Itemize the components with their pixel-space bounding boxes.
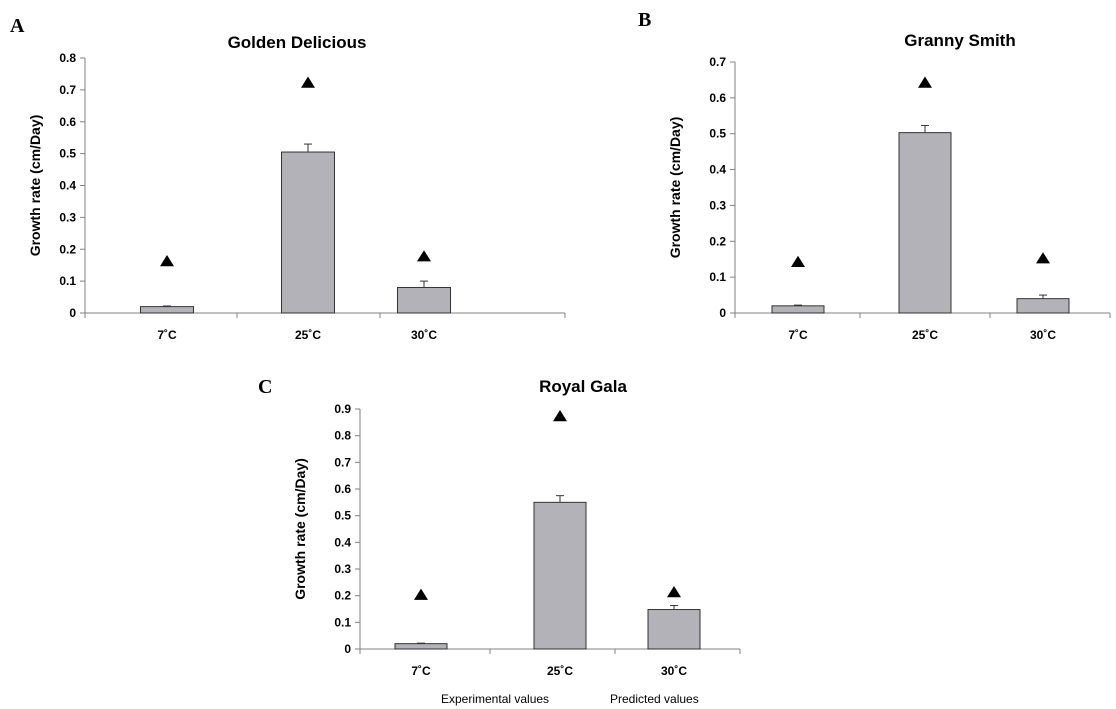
y-tick-label: 0.1 (334, 615, 351, 629)
panel-letter: B (638, 9, 651, 31)
bar-experimental (647, 609, 701, 650)
y-tick-label: 0.6 (59, 115, 76, 129)
chart-panel-c: C Royal Gala Growth rate (cm/Day) 0 0.1 0.2 0.… (258, 376, 741, 678)
x-tick-label: 7˚C (157, 328, 177, 342)
chart-panel-a: A Golden Delicious Growth rate (cm/Day) 0 0.… (10, 15, 566, 342)
y-tick-label: 0.4 (709, 163, 726, 177)
marker-predicted (301, 76, 315, 88)
y-tick-label: 0.1 (709, 270, 726, 284)
bar-experimental (394, 643, 448, 650)
x-tick-label: 30˚C (411, 328, 437, 342)
bar-experimental (140, 306, 194, 314)
x-tick-label: 30˚C (661, 664, 687, 678)
y-tick-label: 0.3 (59, 210, 76, 224)
y-tick-label: 0.6 (709, 91, 726, 105)
bar-experimental (533, 501, 587, 650)
chart-panel-b: B Granny Smith Growth rate (cm/Day) 0 0.1 0.2… (638, 9, 1111, 342)
y-tick-label: 0.3 (334, 562, 351, 576)
y-tick-label: 0.5 (59, 147, 76, 161)
y-tick-label: 0.1 (59, 274, 76, 288)
bar-experimental (1016, 298, 1070, 314)
y-tick-label: 0.6 (334, 482, 351, 496)
legend-item-predicted: Predicted values (610, 692, 699, 706)
y-axis-label: Growth rate (cm/Day) (292, 458, 308, 600)
bar-experimental (281, 151, 335, 314)
y-tick-label: 0.7 (59, 83, 76, 97)
marker-predicted (553, 410, 567, 422)
chart-title: Golden Delicious (228, 33, 367, 52)
x-tick-label: 7˚C (788, 328, 808, 342)
y-tick-label: 0.2 (709, 234, 726, 248)
y-tick-label: 0.9 (334, 402, 351, 416)
marker-predicted (1036, 252, 1050, 264)
y-tick-label: 0.8 (334, 429, 351, 443)
y-tick-label: 0.5 (709, 127, 726, 141)
marker-predicted (667, 586, 681, 598)
y-tick-label: 0.5 (334, 509, 351, 523)
y-tick-label: 0.4 (334, 535, 351, 549)
x-tick-label: 7˚C (411, 664, 431, 678)
marker-predicted (791, 255, 805, 267)
y-tick-label: 0.2 (59, 242, 76, 256)
chart-title: Royal Gala (539, 377, 627, 396)
y-tick-label: 0 (719, 306, 726, 320)
legend: Experimental values Predicted values (441, 692, 699, 706)
y-tick-label: 0.2 (334, 589, 351, 603)
y-tick-label: 0.7 (709, 55, 726, 69)
marker-predicted (414, 588, 428, 600)
chart-title: Granny Smith (904, 31, 1015, 50)
panel-letter: A (10, 15, 25, 37)
bar-experimental (898, 132, 952, 314)
y-tick-label: 0.4 (59, 179, 76, 193)
y-axis-label: Growth rate (cm/Day) (27, 115, 43, 257)
x-tick-label: 25˚C (295, 328, 321, 342)
bar-experimental (397, 287, 451, 314)
marker-predicted (417, 250, 431, 262)
x-tick-label: 25˚C (912, 328, 938, 342)
y-tick-label: 0 (344, 642, 351, 656)
y-tick-label: 0.8 (59, 51, 76, 65)
y-tick-label: 0.3 (709, 198, 726, 212)
x-tick-label: 30˚C (1030, 328, 1056, 342)
marker-predicted (160, 255, 174, 267)
x-tick-label: 25˚C (547, 664, 573, 678)
marker-predicted (918, 76, 932, 88)
y-axis-label: Growth rate (cm/Day) (667, 117, 683, 259)
panel-letter: C (258, 376, 272, 398)
legend-item-experimental: Experimental values (441, 692, 549, 706)
y-tick-label: 0.7 (334, 455, 351, 469)
bar-experimental (771, 305, 825, 314)
y-tick-label: 0 (69, 306, 76, 320)
